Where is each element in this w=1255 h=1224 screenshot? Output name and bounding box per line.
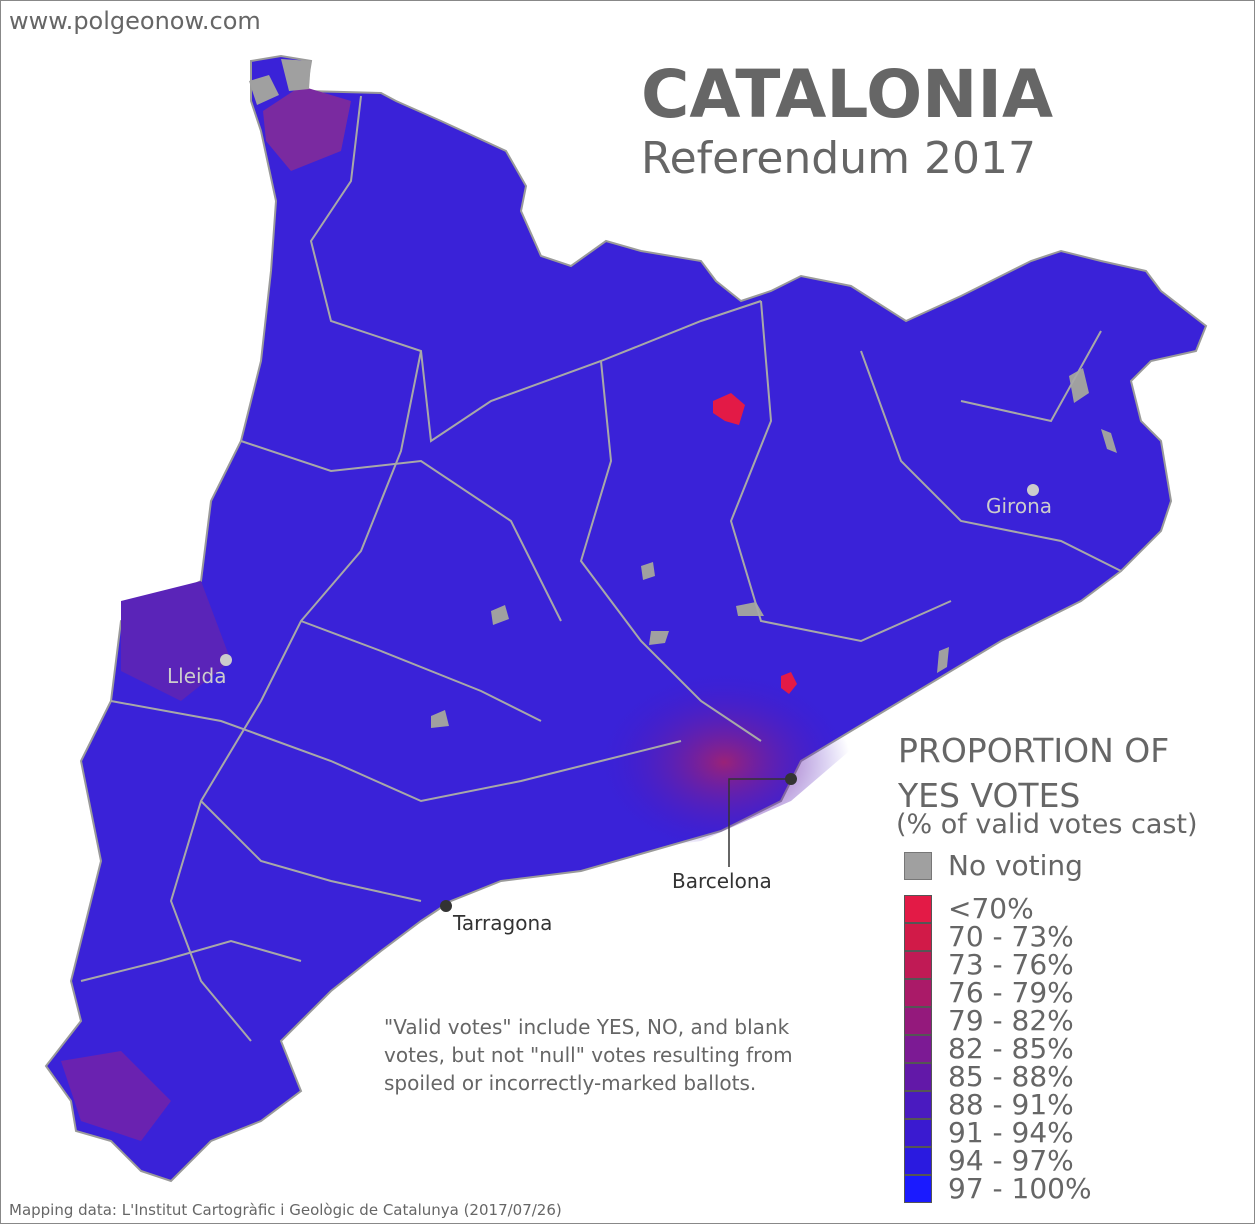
city-label-barcelona: Barcelona [672, 869, 772, 893]
city-barcelona: Barcelona [672, 773, 797, 893]
legend-label: 73 - 76% [948, 948, 1074, 981]
city-tarragona: Tarragona [440, 900, 552, 935]
legend-label: 76 - 79% [948, 976, 1074, 1009]
city-lleida: Lleida [167, 654, 232, 688]
site-url: www.polgeonow.com [9, 7, 261, 35]
legend-swatch [904, 1063, 932, 1091]
aran-area [263, 86, 351, 171]
legend-item: 76 - 79% [904, 979, 1092, 1007]
red-municipality-badalona [781, 672, 797, 694]
legend-swatch [904, 895, 932, 923]
legend-swatch [904, 923, 932, 951]
legend-title-line2: YES VOTES [898, 776, 1081, 815]
legend-label: <70% [948, 892, 1034, 925]
legend-swatch [904, 951, 932, 979]
legend-swatch [904, 1119, 932, 1147]
legend-swatch [904, 1175, 932, 1203]
west-purple-area [121, 581, 231, 701]
legend-swatch [904, 852, 932, 880]
legend-swatch [904, 1147, 932, 1175]
legend-item: 94 - 97% [904, 1147, 1092, 1175]
legend-item: 79 - 82% [904, 1007, 1092, 1035]
legend-swatch [904, 1007, 932, 1035]
legend-label: 70 - 73% [948, 920, 1074, 953]
legend-label: 88 - 91% [948, 1088, 1074, 1121]
ebre-purple-area [61, 1051, 171, 1141]
legend-item-no-voting: No voting [904, 851, 1092, 881]
footnote: "Valid votes" include YES, NO, and blank… [384, 1015, 793, 1095]
city-label-lleida: Lleida [167, 664, 227, 688]
city-label-tarragona: Tarragona [452, 911, 552, 935]
legend-title: PROPORTION OF YES VOTES [898, 728, 1169, 818]
legend: No voting <70% 70 - 73% 73 - 76% 76 - 79% 79… [904, 851, 1092, 1203]
legend-item: 97 - 100% [904, 1175, 1092, 1203]
legend-label: 82 - 85% [948, 1032, 1074, 1065]
legend-label: 91 - 94% [948, 1116, 1074, 1149]
red-municipality-berga [713, 393, 745, 425]
legend-swatch [904, 1035, 932, 1063]
barcelona-area-shading [501, 601, 861, 861]
legend-item: 91 - 94% [904, 1119, 1092, 1147]
legend-item: 70 - 73% [904, 923, 1092, 951]
data-credit: Mapping data: L'Institut Cartogràfic i G… [9, 1201, 562, 1219]
legend-subtitle: (% of valid votes cast) [896, 809, 1198, 840]
legend-label: 85 - 88% [948, 1060, 1074, 1093]
map-title: CATALONIA [641, 56, 1054, 133]
legend-item: 82 - 85% [904, 1035, 1092, 1063]
legend-item: 73 - 76% [904, 951, 1092, 979]
legend-label: 97 - 100% [948, 1172, 1092, 1205]
legend-item: 88 - 91% [904, 1091, 1092, 1119]
legend-label: 79 - 82% [948, 1004, 1074, 1037]
legend-item: <70% [904, 895, 1092, 923]
legend-swatch [904, 1091, 932, 1119]
map-subtitle: Referendum 2017 [641, 133, 1036, 184]
no-voting-areas [249, 59, 1117, 728]
legend-item: 85 - 88% [904, 1063, 1092, 1091]
comarca-borders [80, 95, 1122, 1042]
city-label-girona: Girona [986, 494, 1052, 518]
catalonia-region [44, 54, 1208, 1183]
city-girona: Girona [986, 484, 1052, 518]
legend-swatch [904, 979, 932, 1007]
legend-title-line1: PROPORTION OF [898, 731, 1170, 770]
legend-label: No voting [948, 849, 1083, 882]
legend-label: 94 - 97% [948, 1144, 1074, 1177]
